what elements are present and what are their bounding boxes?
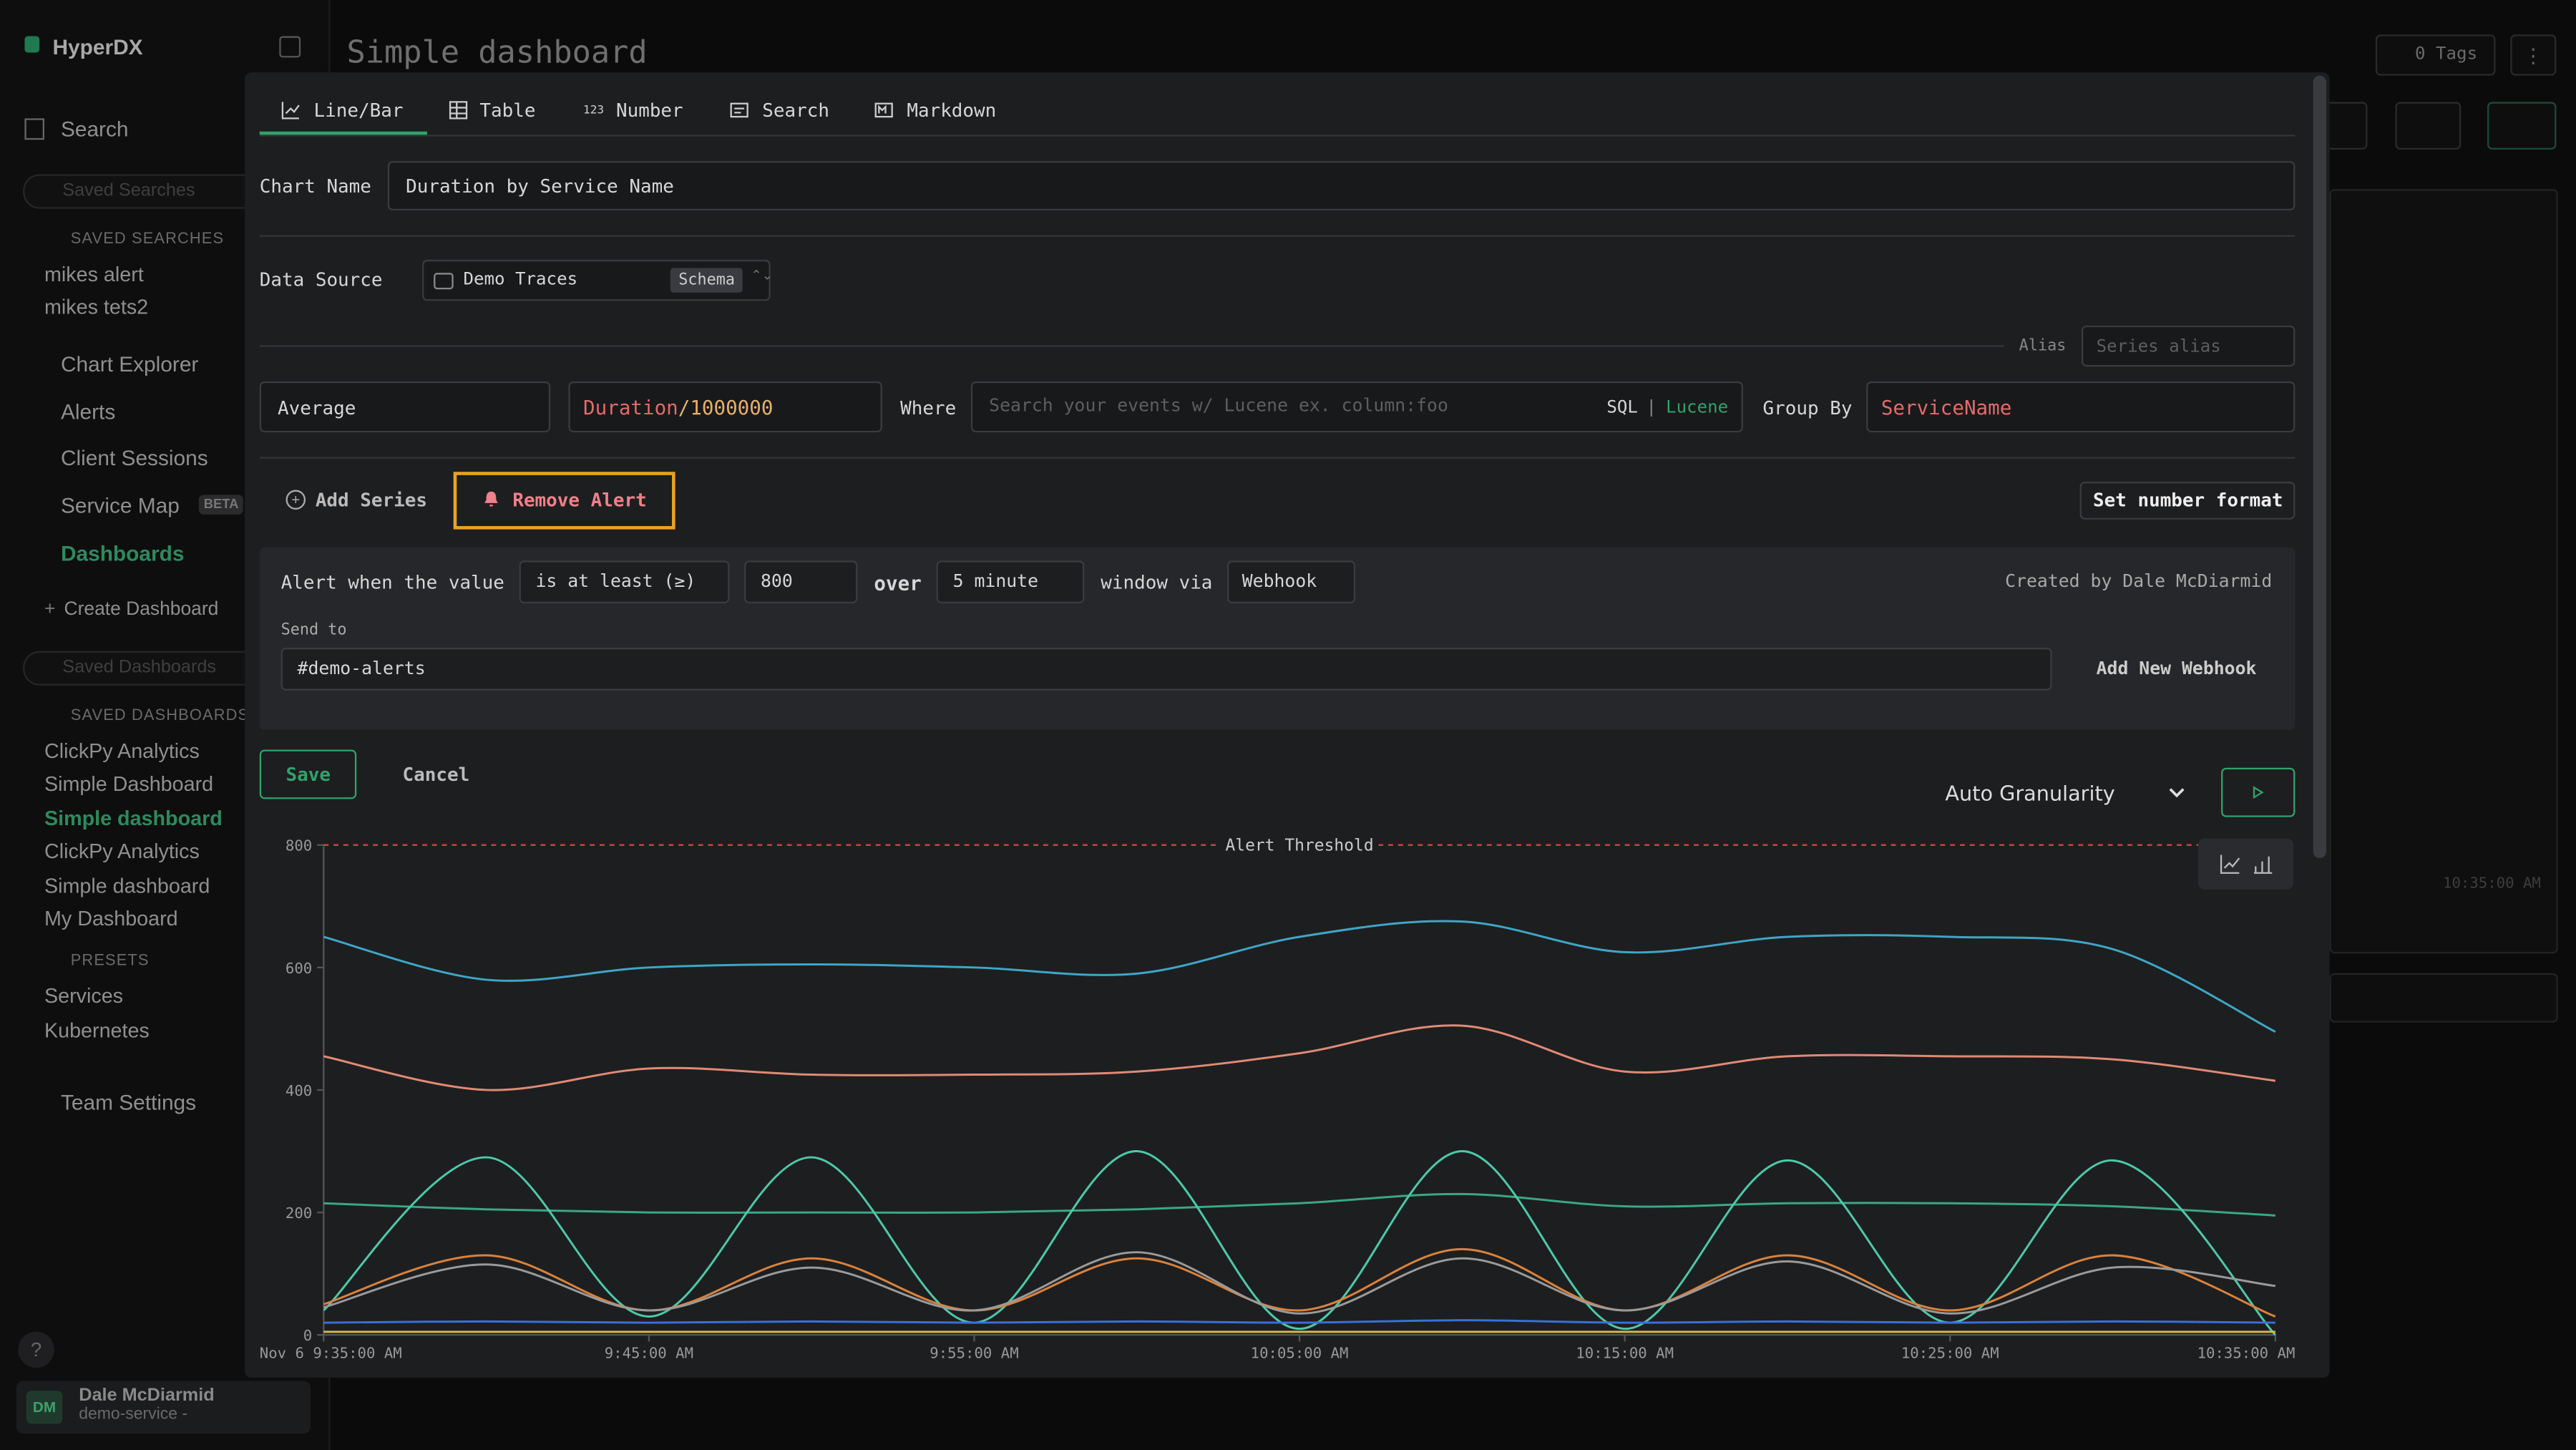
y-tick-label: 800	[286, 837, 312, 855]
series-line	[323, 1026, 2275, 1090]
series-line	[323, 1320, 2275, 1323]
chart-type-icons	[2220, 853, 2275, 875]
alert-threshold-label: Alert Threshold	[1225, 837, 1373, 855]
x-tick-label: Nov 6 9:35:00 AM	[260, 1344, 402, 1361]
series-line	[323, 1152, 2275, 1335]
x-tick-label: 10:05:00 AM	[1251, 1344, 1349, 1361]
x-tick-label: 9:55:00 AM	[930, 1344, 1018, 1361]
series-line	[323, 921, 2275, 1032]
y-tick-label: 0	[303, 1327, 312, 1344]
y-tick-label: 400	[286, 1082, 312, 1099]
x-tick-label: 9:45:00 AM	[605, 1344, 693, 1361]
plot-area	[323, 921, 2275, 1335]
x-tick-label: 10:35:00 AM	[2197, 1344, 2296, 1361]
series-line	[323, 1194, 2275, 1215]
x-tick-label: 10:25:00 AM	[1901, 1344, 1999, 1361]
y-tick-label: 200	[286, 1205, 312, 1222]
y-tick-label: 600	[286, 960, 312, 977]
x-tick-label: 10:15:00 AM	[1576, 1344, 1674, 1361]
